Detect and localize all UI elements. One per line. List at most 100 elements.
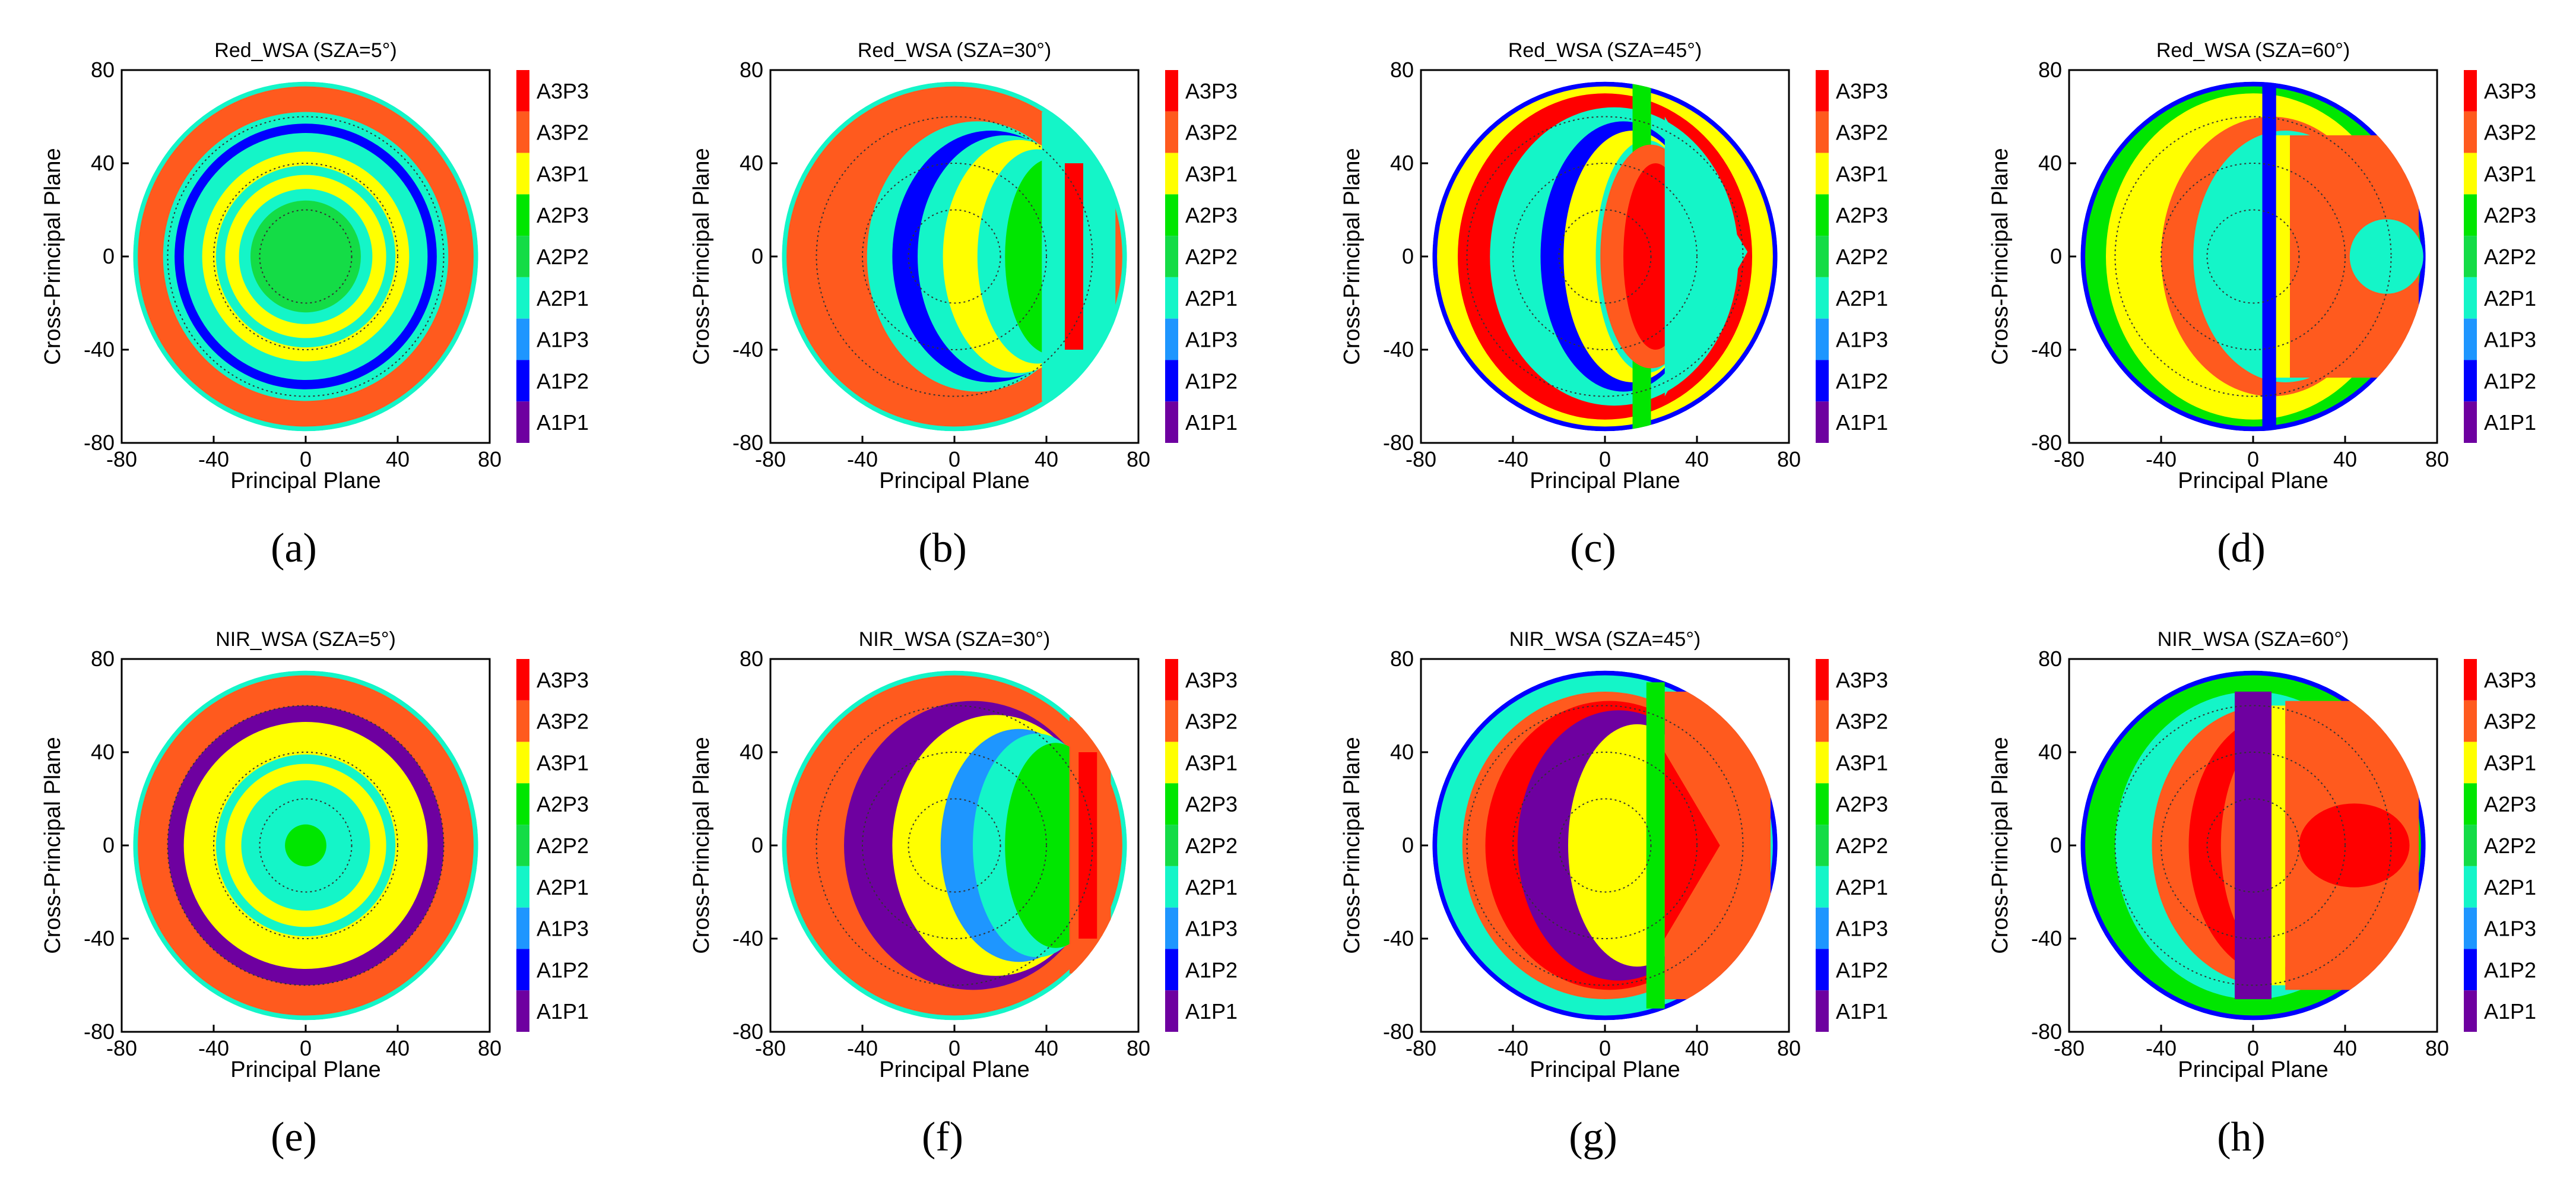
legend-label: A2P2 xyxy=(537,834,589,858)
legend-swatch-a2p2 xyxy=(516,825,529,866)
legend-swatch-a3p2 xyxy=(2464,111,2477,153)
y-tick-label: 0 xyxy=(2050,244,2062,268)
x-tick-label: 0 xyxy=(948,447,960,471)
x-tick-label: 40 xyxy=(386,447,410,471)
x-tick-label: 40 xyxy=(1685,447,1709,471)
x-tick-label: 40 xyxy=(386,1036,410,1060)
x-tick-label: 40 xyxy=(2333,1036,2357,1060)
legend-label: A1P1 xyxy=(1836,410,1888,435)
y-tick-label: -40 xyxy=(2031,926,2062,950)
legend-label: A3P3 xyxy=(537,668,589,692)
legend-swatch-a1p1 xyxy=(1816,401,1829,443)
y-tick-label: 40 xyxy=(740,151,763,175)
legend-label: A3P2 xyxy=(537,121,589,145)
y-tick-label: -80 xyxy=(84,430,115,455)
class-region-A2P3 xyxy=(285,824,326,867)
legend-swatch-a3p2 xyxy=(516,700,529,742)
x-tick-label: 0 xyxy=(2247,1036,2259,1060)
y-axis-label: Cross-Principal Plane xyxy=(1988,148,2013,365)
legend-label: A2P2 xyxy=(1836,834,1888,858)
legend-swatch-a3p2 xyxy=(1165,700,1178,742)
panel-title: Red_WSA (SZA=5°) xyxy=(214,39,396,62)
class-region-A3P3 xyxy=(1078,752,1097,939)
legend-swatch-a1p2 xyxy=(1165,949,1178,991)
legend-swatch-a3p1 xyxy=(1165,742,1178,784)
legend-swatch-a2p3 xyxy=(516,194,529,236)
legend-label: A3P3 xyxy=(1836,668,1888,692)
legend-swatch-a3p3 xyxy=(516,659,529,701)
legend-label: A2P3 xyxy=(1836,792,1888,816)
legend-swatch-a1p2 xyxy=(1816,360,1829,402)
legend-swatch-a2p1 xyxy=(1816,277,1829,319)
y-tick-label: -40 xyxy=(732,337,763,362)
legend-label: A2P1 xyxy=(1185,875,1238,899)
panel-caption: (f) xyxy=(922,1114,963,1160)
legend-swatch-a1p3 xyxy=(2464,318,2477,360)
legend-label: A3P1 xyxy=(2484,750,2536,775)
legend-swatch-a1p3 xyxy=(1816,318,1829,360)
class-region-A3P3 xyxy=(1065,163,1083,350)
legend-swatch-a1p2 xyxy=(1165,360,1178,402)
panel-b: Red_WSA (SZA=30°) -80 -40 0 40 80 -80 -40 0 40 80 P… xyxy=(689,39,1238,571)
grid-ring xyxy=(2161,752,2346,939)
x-axis-label: Principal Plane xyxy=(879,468,1029,493)
legend-swatch-a1p3 xyxy=(516,907,529,949)
legend-label: A1P3 xyxy=(1836,328,1888,352)
grid-ring xyxy=(862,163,1047,350)
legend-label: A2P1 xyxy=(1185,286,1238,310)
x-tick-label: 80 xyxy=(1777,1036,1801,1060)
x-tick-label: 80 xyxy=(478,1036,502,1060)
grid-ring xyxy=(259,209,353,304)
legend-swatch-a3p3 xyxy=(1816,70,1829,112)
y-tick-label: 80 xyxy=(91,58,115,82)
legend-label: A3P2 xyxy=(2484,709,2536,734)
x-tick-label: -80 xyxy=(1406,1036,1436,1060)
panel-caption: (b) xyxy=(918,525,967,571)
legend-label: A2P1 xyxy=(1836,875,1888,899)
grid-ring xyxy=(167,705,445,986)
class-region-A1P1 xyxy=(2235,691,2272,1000)
class-region-A2P1 xyxy=(2349,219,2423,294)
legend-swatch-a3p3 xyxy=(2464,659,2477,701)
legend-swatch-a1p3 xyxy=(516,318,529,360)
legend-label: A2P2 xyxy=(1185,834,1238,858)
legend-label: A2P1 xyxy=(2484,875,2536,899)
grid-ring xyxy=(862,752,1047,939)
y-tick-label: 0 xyxy=(751,833,763,857)
legend-label: A3P3 xyxy=(1185,79,1238,103)
legend-swatch-a3p3 xyxy=(516,70,529,112)
legend-swatch-a1p1 xyxy=(516,990,529,1032)
grid-ring xyxy=(1512,752,1698,939)
panel-h: NIR_WSA (SZA=60°) -80 -40 0 40 80 -80 -40 0 40 80 P… xyxy=(1988,628,2536,1160)
y-tick-label: 0 xyxy=(751,244,763,268)
x-tick-label: 40 xyxy=(1685,1036,1709,1060)
legend-swatch-a3p1 xyxy=(516,153,529,195)
legend-swatch-a2p3 xyxy=(1165,194,1178,236)
panel-title: NIR_WSA (SZA=5°) xyxy=(215,628,396,651)
x-tick-label: -80 xyxy=(755,1036,786,1060)
class-region-A3P1 xyxy=(2276,135,2290,378)
class-region-A1P2 xyxy=(2262,81,2276,432)
legend-label: A3P3 xyxy=(1836,79,1888,103)
legend-label: A2P2 xyxy=(2484,834,2536,858)
y-tick-label: -40 xyxy=(2031,337,2062,362)
legend-label: A1P1 xyxy=(2484,410,2536,435)
legend-swatch-a3p3 xyxy=(2464,70,2477,112)
legend-swatch-a1p3 xyxy=(1165,318,1178,360)
legend-label: A1P1 xyxy=(537,410,589,435)
panel-caption: (a) xyxy=(271,525,317,571)
y-tick-label: 80 xyxy=(1390,647,1414,671)
x-tick-label: -40 xyxy=(847,1036,878,1060)
y-axis-label: Cross-Principal Plane xyxy=(689,737,714,953)
legend-label: A3P3 xyxy=(2484,79,2536,103)
heatmap-regions xyxy=(782,81,1127,432)
panel-title: Red_WSA (SZA=60°) xyxy=(2156,39,2350,62)
grid-ring xyxy=(2114,116,2392,397)
legend-label: A3P2 xyxy=(1836,709,1888,734)
legend-swatch-a1p1 xyxy=(2464,401,2477,443)
legend-swatch-a1p2 xyxy=(516,949,529,991)
x-tick-label: 40 xyxy=(1035,447,1058,471)
legend-swatch-a2p2 xyxy=(516,236,529,277)
heatmap-regions xyxy=(782,670,1127,1021)
legend-label: A3P1 xyxy=(537,750,589,775)
